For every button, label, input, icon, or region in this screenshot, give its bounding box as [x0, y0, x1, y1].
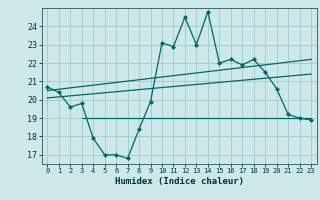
X-axis label: Humidex (Indice chaleur): Humidex (Indice chaleur) — [115, 177, 244, 186]
